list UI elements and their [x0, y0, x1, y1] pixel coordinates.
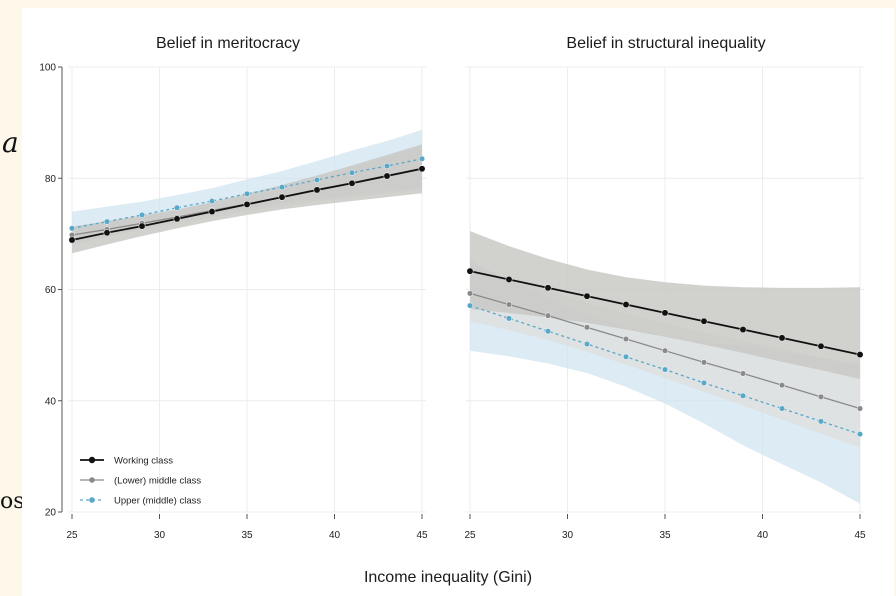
data-point [700, 379, 708, 387]
data-point [778, 405, 786, 412]
data-point [348, 169, 356, 176]
data-point [544, 328, 552, 335]
data-point [208, 208, 216, 216]
data-point [103, 218, 111, 225]
data-point [348, 179, 356, 187]
data-point [739, 370, 747, 377]
data-point [778, 382, 786, 389]
data-point [817, 418, 825, 425]
confidence-band-0 [470, 231, 860, 380]
x-tick-label: 25 [464, 530, 476, 541]
series-points [68, 155, 426, 244]
y-axis: 20 40 60 80 100 [39, 63, 63, 519]
x-tick-label: 30 [154, 530, 166, 541]
legend-label: (Lower) middle class [114, 476, 201, 487]
legend-swatch-marker [89, 477, 95, 483]
confidence-band-0 [72, 144, 422, 254]
data-point [208, 198, 216, 205]
data-point [817, 393, 825, 400]
data-point [544, 312, 552, 319]
x-tick-label: 35 [659, 530, 671, 541]
grid [68, 66, 426, 513]
x-tick-label: 35 [241, 530, 253, 541]
data-point [505, 276, 513, 283]
legend-label: Working class [114, 456, 173, 467]
data-point [505, 301, 513, 308]
x-tick-label: 40 [329, 530, 341, 541]
data-point [313, 186, 321, 194]
data-point [544, 284, 552, 292]
x-tick-label: 30 [562, 530, 574, 541]
data-point [68, 236, 76, 244]
panel-title: Belief in meritocracy [156, 35, 300, 52]
panel-meritocracy: 20 40 60 80 100 25 30 35 40 45 Belief in meritoc… [39, 35, 428, 541]
data-point [583, 340, 591, 348]
data-point [103, 229, 111, 237]
data-point [661, 347, 669, 354]
data-point [583, 292, 591, 300]
data-point [466, 302, 474, 309]
legend-swatch-marker [88, 456, 96, 464]
x-axis-label: Income inequality (Gini) [364, 569, 532, 586]
confidence-bands [72, 129, 422, 254]
data-point [817, 342, 825, 350]
data-point [505, 315, 513, 322]
panel-structural-inequality: 25 30 35 40 45 Belief in structural inequali… [462, 35, 866, 541]
data-point [418, 155, 426, 162]
data-point [622, 353, 630, 360]
data-point [856, 405, 864, 412]
x-tick-label: 45 [854, 530, 866, 541]
data-point [856, 431, 864, 438]
panel-title: Belief in structural inequality [566, 35, 765, 52]
data-point [138, 211, 146, 219]
data-point [700, 359, 708, 366]
background-letters-os: os [0, 489, 25, 514]
data-point [278, 193, 286, 201]
data-point [739, 392, 747, 399]
data-point [778, 334, 786, 342]
x-tick-label: 40 [757, 530, 769, 541]
data-point [68, 225, 76, 232]
data-point [383, 162, 391, 170]
data-point [173, 215, 181, 223]
y-tick-label: 40 [45, 396, 57, 407]
data-point [661, 309, 669, 317]
data-point [383, 172, 391, 180]
y-tick-label: 20 [45, 508, 57, 519]
data-point [700, 317, 708, 325]
x-axis: 25 30 35 40 45 [66, 514, 428, 541]
data-point [583, 324, 591, 331]
data-point [466, 267, 474, 275]
data-point [466, 290, 474, 297]
legend: Working class (Lower) middle class Upper (… [80, 456, 201, 507]
background-letter-a: a [2, 126, 19, 159]
data-point [278, 184, 286, 191]
y-tick-label: 100 [39, 63, 56, 74]
data-point [243, 200, 251, 208]
data-point [418, 165, 426, 173]
data-point [856, 351, 864, 359]
data-point [622, 301, 630, 308]
data-point [138, 222, 146, 230]
legend-swatch-marker [89, 497, 95, 503]
data-point [243, 190, 251, 197]
x-tick-label: 25 [66, 530, 78, 541]
x-axis: 25 30 35 40 45 [464, 514, 866, 541]
data-point [622, 335, 630, 343]
data-point [173, 204, 181, 211]
y-tick-label: 60 [45, 285, 57, 296]
data-point [661, 366, 669, 373]
series-points [466, 267, 864, 438]
x-tick-label: 45 [416, 530, 428, 541]
y-tick-label: 80 [45, 174, 57, 185]
data-point [313, 176, 321, 183]
legend-label: Upper (middle) class [114, 496, 201, 507]
data-point [739, 326, 747, 333]
